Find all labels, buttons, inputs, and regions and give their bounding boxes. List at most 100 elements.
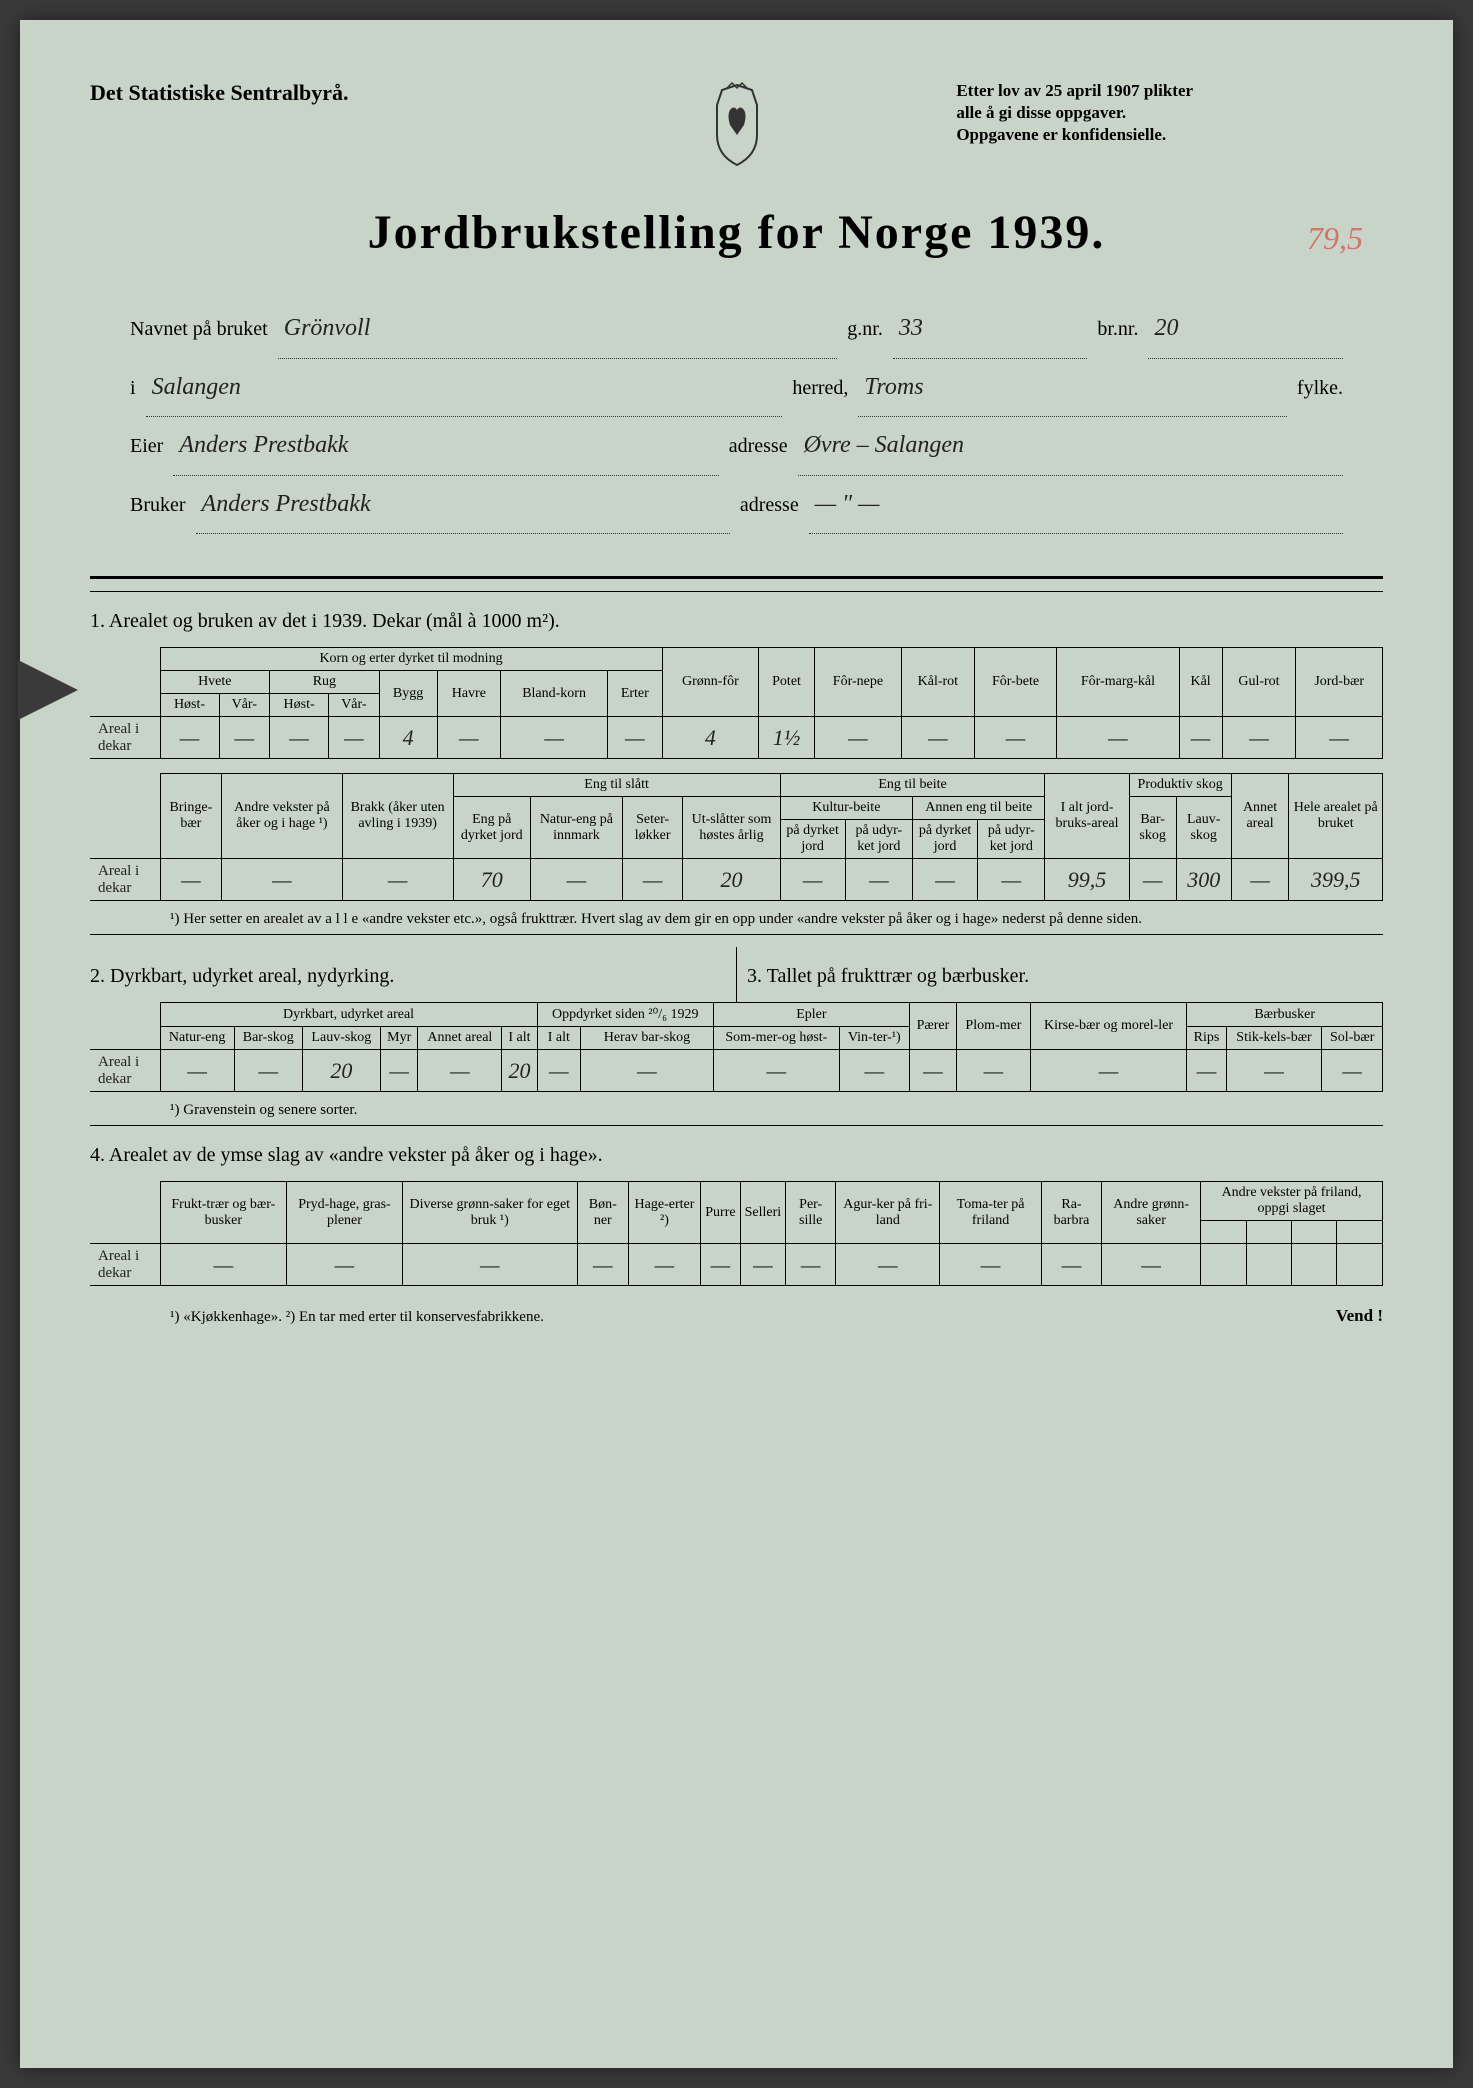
brnr-label: br.nr. xyxy=(1097,305,1138,353)
padyrket-header: på dyrket jord xyxy=(913,820,978,859)
kirse-header: Kirse-bær og morel-ler xyxy=(1030,1003,1187,1050)
data-cell: 20 xyxy=(683,859,780,901)
bruker-value: Anders Prestbakk xyxy=(196,476,730,535)
navnet-label: Navnet på bruket xyxy=(130,305,268,353)
data-cell: — xyxy=(909,1050,956,1092)
section-4-footnote: ¹) «Kjøkkenhage». ²) En tar med erter ti… xyxy=(90,1309,544,1326)
header: Det Statistiske Sentralbyrå. Etter lov a… xyxy=(90,80,1383,175)
col-header: Toma-ter på friland xyxy=(940,1182,1041,1244)
annet-header: Annet areal xyxy=(1231,774,1289,859)
lauvskog-header: Lauv-skog xyxy=(302,1027,380,1050)
host-header: Høst- xyxy=(160,694,219,717)
col-header: Hage-erter ²) xyxy=(628,1182,701,1244)
blank-header xyxy=(1201,1221,1246,1244)
data-cell: — xyxy=(501,717,608,759)
data-cell: — xyxy=(160,717,219,759)
law-line-3: Oppgavene er konfidensielle. xyxy=(956,124,1383,146)
data-cell: — xyxy=(1102,1244,1201,1286)
col-header: Pryd-hage, gras-plener xyxy=(287,1182,403,1244)
data-cell: — xyxy=(577,1244,628,1286)
i-label: i xyxy=(130,364,136,412)
engslaatt-header: Eng til slått xyxy=(453,774,780,797)
paudyrket-header: på udyr-ket jord xyxy=(978,820,1045,859)
fylke-label: fylke. xyxy=(1297,364,1343,412)
paerer-header: Pærer xyxy=(909,1003,956,1050)
blank-header xyxy=(1291,1221,1336,1244)
data-cell: — xyxy=(219,717,270,759)
kalrot-header: Kål-rot xyxy=(902,648,975,717)
data-cell: — xyxy=(628,1244,701,1286)
potet-header: Potet xyxy=(759,648,815,717)
data-cell: — xyxy=(1057,717,1179,759)
data-cell: — xyxy=(608,717,662,759)
eier-adresse-label: adresse xyxy=(729,422,788,470)
data-cell: — xyxy=(786,1244,836,1286)
rug-header: Rug xyxy=(270,671,380,694)
data-cell: 20 xyxy=(502,1050,537,1092)
annet-header: Annet areal xyxy=(418,1027,502,1050)
data-cell: — xyxy=(160,1050,234,1092)
coat-of-arms-icon xyxy=(702,80,772,170)
erter-header: Erter xyxy=(608,671,662,717)
data-cell: — xyxy=(940,1244,1041,1286)
gulrot-header: Gul-rot xyxy=(1222,648,1296,717)
data-cell xyxy=(1337,1244,1383,1286)
herred-label: herred, xyxy=(792,364,848,412)
brnr-value: 20 xyxy=(1148,300,1343,359)
data-cell: — xyxy=(329,717,380,759)
dyrkbart-header: Dyrkbart, udyrket areal xyxy=(160,1003,537,1027)
divider xyxy=(90,591,1383,592)
utslatter-header: Ut-slåtter som høstes årlig xyxy=(683,797,780,859)
data-cell: — xyxy=(1179,717,1222,759)
data-cell: — xyxy=(740,1244,786,1286)
data-cell: — xyxy=(713,1050,839,1092)
eier-label: Eier xyxy=(130,422,163,470)
data-cell: — xyxy=(1322,1050,1383,1092)
data-cell: 1½ xyxy=(759,717,815,759)
padyrket-header: på dyrket jord xyxy=(780,820,845,859)
barskog-header: Bar-skog xyxy=(234,1027,302,1050)
data-cell: — xyxy=(402,1244,577,1286)
col-header: Per-sille xyxy=(786,1182,836,1244)
data-cell: — xyxy=(1187,1050,1226,1092)
sol-header: Sol-bær xyxy=(1322,1027,1383,1050)
divider xyxy=(90,576,1383,579)
vend-text: Vend ! xyxy=(1336,1306,1383,1326)
bringe-header: Bringe-bær xyxy=(160,774,222,859)
row-label: Areal i dekar xyxy=(90,859,160,901)
data-cell: — xyxy=(1222,717,1296,759)
data-cell: — xyxy=(537,1050,580,1092)
jordbaer-header: Jord-bær xyxy=(1296,648,1383,717)
data-cell: — xyxy=(1041,1244,1101,1286)
data-cell: — xyxy=(437,717,501,759)
i-value: Salangen xyxy=(146,359,783,418)
bygg-header: Bygg xyxy=(379,671,437,717)
col-header: Ra-barbra xyxy=(1041,1182,1101,1244)
rips-header: Rips xyxy=(1187,1027,1226,1050)
sommer-header: Som-mer-og høst- xyxy=(713,1027,839,1050)
bruker-adresse-label: adresse xyxy=(740,481,799,529)
herred-value: Troms xyxy=(858,359,1287,418)
var-header: Vår- xyxy=(329,694,380,717)
col-header: Frukt-trær og bær-busker xyxy=(160,1182,287,1244)
korn-header: Korn og erter dyrket til modning xyxy=(160,648,662,671)
data-cell: — xyxy=(1296,717,1383,759)
paudyrket-header: på udyr-ket jord xyxy=(845,820,912,859)
annenbeite-header: Annen eng til beite xyxy=(913,797,1045,820)
blank-header xyxy=(1337,1221,1383,1244)
section-1-footnote: ¹) Her setter en arealet av a l l e «and… xyxy=(90,911,1383,928)
hele-header: Hele arealet på bruket xyxy=(1289,774,1383,859)
data-cell: — xyxy=(418,1050,502,1092)
bruker-label: Bruker xyxy=(130,481,186,529)
prodskog-header: Produktiv skog xyxy=(1129,774,1231,797)
gronnfor-header: Grønn-fôr xyxy=(662,648,759,717)
table-1a: Korn og erter dyrket til modning Grønn-f… xyxy=(90,647,1383,759)
data-cell: — xyxy=(287,1244,403,1286)
kal-header: Kål xyxy=(1179,648,1222,717)
data-cell: — xyxy=(234,1050,302,1092)
col-header: Purre xyxy=(701,1182,740,1244)
navnet-value: Grönvoll xyxy=(278,300,838,359)
data-cell: — xyxy=(978,859,1045,901)
section-1-title: 1. Arealet og bruken av det i 1939. Deka… xyxy=(90,610,1383,633)
data-cell: — xyxy=(222,859,342,901)
